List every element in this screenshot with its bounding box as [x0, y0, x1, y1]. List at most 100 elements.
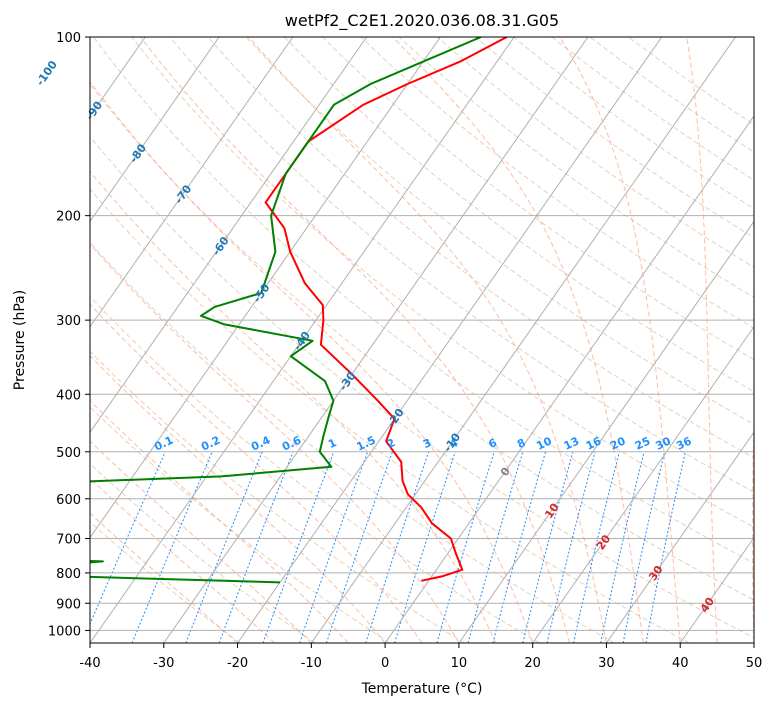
- dry-adiabat: [284, 37, 754, 393]
- isotherm-line: [90, 37, 368, 434]
- y-tick-label: 800: [56, 567, 81, 582]
- isotherm-line: [679, 536, 754, 643]
- mixing-ratio-line: [522, 451, 574, 643]
- dry-adiabat: [90, 135, 754, 639]
- dry-adiabat: [475, 37, 754, 239]
- mixing-ratio-label: 25: [633, 434, 652, 452]
- mixing-ratio-label: 8: [515, 436, 527, 451]
- moist-adiabat: [90, 399, 349, 643]
- x-tick-label: -20: [227, 656, 248, 671]
- dry-adiabat: [360, 37, 754, 329]
- x-tick-label: -10: [301, 656, 322, 671]
- dry-adiabat: [90, 521, 241, 643]
- isotherm-label: -40: [291, 329, 313, 353]
- isotherm-label: -70: [172, 182, 194, 206]
- isotherm-label: 30: [646, 563, 666, 583]
- isotherm-label: -90: [83, 99, 105, 123]
- x-tick-label: 50: [746, 656, 763, 671]
- axes: -40 -30 -20 -10 0 10 20 30 40 5010009008007006005…: [48, 31, 762, 671]
- dry-adiabat: [436, 37, 754, 268]
- mixing-ratio-line: [467, 451, 524, 643]
- isotherm-line: [90, 37, 515, 643]
- isotherm-line: [90, 37, 294, 328]
- dry-adiabat: [398, 37, 754, 299]
- mixing-ratio-label: 0.4: [249, 433, 272, 453]
- moist-adiabat: [90, 170, 497, 643]
- dry-adiabat: [90, 463, 316, 643]
- mixing-ratio-line: [218, 451, 294, 643]
- moist-adiabat: [90, 303, 423, 643]
- y-tick-label: 1000: [48, 624, 81, 639]
- mixing-ratio-line: [492, 451, 547, 643]
- mixing-ratio-label: 10: [534, 434, 554, 452]
- moist-adiabat: [90, 80, 534, 643]
- mixing-ratio-label: 2: [385, 436, 397, 451]
- isotherm-label: 0: [498, 465, 513, 479]
- mixing-ratio-line: [436, 451, 495, 643]
- mixing-ratio-label: 0.1: [152, 434, 175, 454]
- moist-adiabat: [752, 403, 754, 643]
- dewpoint-profile: [90, 37, 482, 584]
- moist-adiabat: [90, 354, 386, 643]
- chart-title: wetPf2_C2E1.2020.036.08.31.G05: [285, 11, 559, 31]
- isotherm-label: -80: [127, 141, 149, 165]
- x-tick-label: 0: [381, 656, 389, 671]
- moist-adiabat: [90, 440, 312, 643]
- mixing-ratio-line: [600, 451, 645, 643]
- x-tick-label: 40: [672, 656, 689, 671]
- isotherm-line: [90, 37, 441, 539]
- moist-adiabat: [559, 37, 681, 643]
- mixing-ratio-label: 1: [326, 436, 338, 451]
- isotherm-line: [384, 115, 754, 643]
- isotherm-line: [532, 325, 754, 643]
- mixing-ratio-line: [645, 451, 686, 643]
- y-tick-label: 700: [56, 533, 81, 548]
- mixing-ratio-label: 30: [653, 434, 673, 452]
- moist-adiabat: [90, 477, 275, 643]
- mixing-ratio-line: [299, 451, 369, 643]
- y-tick-label: 200: [56, 210, 81, 225]
- dry-adiabat: [589, 37, 754, 153]
- x-axis-label: Temperature (°C): [361, 681, 483, 697]
- isotherm-label: -60: [210, 234, 232, 258]
- dry-adiabat: [90, 241, 615, 643]
- mixing-ratio-line: [546, 451, 596, 643]
- mixing-ratio-line: [185, 451, 263, 643]
- dry-adiabat: [245, 37, 754, 425]
- x-tick-label: 20: [524, 656, 541, 671]
- isotherm-label: 20: [594, 532, 614, 552]
- isotherm-line: [0, 37, 72, 643]
- dry-adiabat: [90, 295, 540, 643]
- mixing-ratio-label: 3: [421, 436, 433, 451]
- background-grid: [0, 37, 754, 643]
- moist-adiabat: [248, 37, 607, 643]
- y-axis-label: Pressure (hPa): [12, 290, 28, 390]
- dry-adiabat: [90, 83, 754, 601]
- y-tick-label: 500: [56, 446, 81, 461]
- mixing-ratio-line: [573, 451, 620, 643]
- mixing-ratio-label: 36: [674, 434, 694, 452]
- mixing-ratio-label: 16: [584, 434, 604, 452]
- mixing-ratio-label: 20: [608, 434, 628, 452]
- moist-adiabat: [392, 37, 644, 643]
- plot-frame: [89, 36, 755, 644]
- isotherm-label: 40: [698, 595, 718, 615]
- mixing-ratio-line: [365, 451, 430, 643]
- x-tick-label: 30: [598, 656, 615, 671]
- mixing-ratio-label: 0.2: [199, 434, 222, 454]
- dry-adiabat: [207, 37, 754, 459]
- y-tick-label: 400: [56, 388, 81, 403]
- isotherm-label: -10: [441, 430, 463, 454]
- dry-adiabat: [322, 37, 754, 361]
- x-tick-label: -40: [79, 656, 100, 671]
- y-tick-label: 600: [56, 493, 81, 508]
- isotherm-line: [458, 220, 754, 643]
- isotherm-label: -50: [251, 281, 273, 305]
- dry-adiabat: [131, 37, 754, 528]
- isotherm-line: [90, 37, 220, 223]
- mixing-ratio-line: [90, 451, 166, 626]
- mixing-ratio-line: [325, 451, 393, 643]
- dry-adiabat: [169, 37, 754, 493]
- y-tick-label: 300: [56, 314, 81, 329]
- isotherm-line: [753, 642, 754, 643]
